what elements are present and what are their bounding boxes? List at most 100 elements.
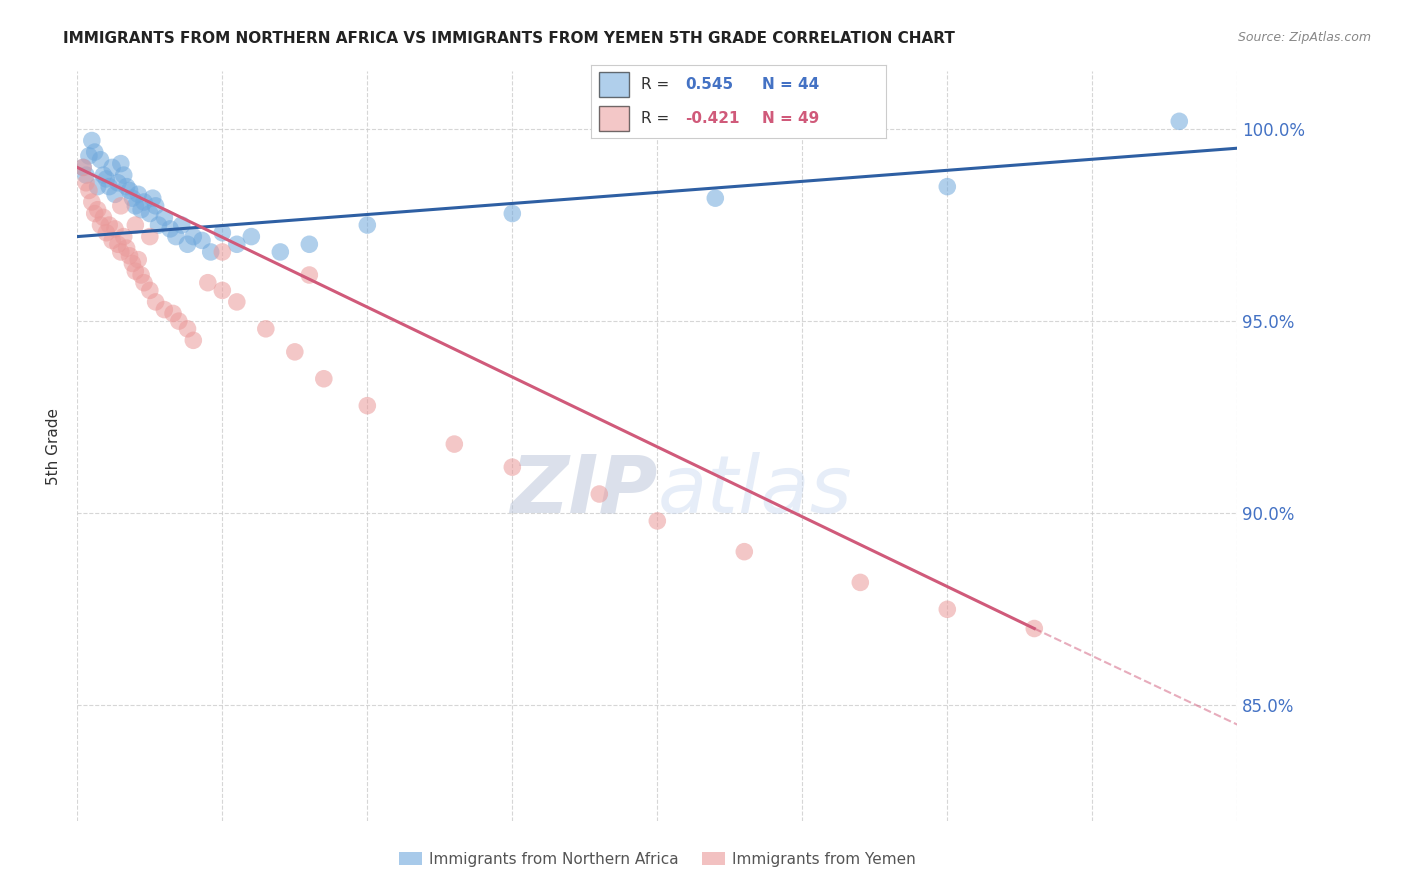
Point bbox=[129, 268, 152, 282]
Point bbox=[936, 602, 959, 616]
Point bbox=[225, 294, 247, 309]
Point bbox=[101, 234, 124, 248]
Point bbox=[80, 194, 103, 209]
Text: ZIP: ZIP bbox=[510, 452, 658, 530]
Point bbox=[72, 161, 94, 175]
Legend: Immigrants from Northern Africa, Immigrants from Yemen: Immigrants from Northern Africa, Immigra… bbox=[392, 846, 922, 873]
Point bbox=[183, 229, 205, 244]
Point bbox=[148, 218, 170, 232]
Point bbox=[197, 276, 219, 290]
Text: Source: ZipAtlas.com: Source: ZipAtlas.com bbox=[1237, 31, 1371, 45]
Text: N = 49: N = 49 bbox=[762, 111, 820, 126]
Point bbox=[112, 229, 135, 244]
Point bbox=[127, 252, 149, 267]
Point bbox=[356, 399, 378, 413]
Point bbox=[356, 218, 378, 232]
Text: atlas: atlas bbox=[658, 452, 852, 530]
Point bbox=[124, 264, 146, 278]
Point bbox=[211, 284, 233, 298]
Point bbox=[139, 229, 162, 244]
Point bbox=[93, 168, 115, 182]
Point bbox=[104, 222, 127, 236]
Point bbox=[124, 218, 146, 232]
Point bbox=[96, 226, 118, 240]
Point bbox=[118, 249, 141, 263]
Point bbox=[159, 222, 181, 236]
Point bbox=[124, 199, 146, 213]
Point bbox=[86, 202, 108, 217]
Point bbox=[83, 145, 105, 159]
Point bbox=[110, 156, 132, 170]
Text: -0.421: -0.421 bbox=[685, 111, 740, 126]
Point bbox=[153, 302, 176, 317]
Point bbox=[176, 322, 198, 336]
Point bbox=[704, 191, 727, 205]
Point bbox=[298, 237, 321, 252]
Point bbox=[298, 268, 321, 282]
Point bbox=[733, 544, 755, 558]
Point bbox=[145, 199, 167, 213]
Point bbox=[107, 237, 129, 252]
Point bbox=[93, 211, 115, 225]
Point bbox=[104, 187, 127, 202]
Point bbox=[96, 172, 118, 186]
Point bbox=[75, 168, 97, 182]
Text: 0.545: 0.545 bbox=[685, 78, 733, 93]
Point bbox=[284, 344, 307, 359]
Point bbox=[75, 176, 97, 190]
Point bbox=[83, 206, 105, 220]
Point bbox=[647, 514, 669, 528]
Point bbox=[101, 161, 124, 175]
Point bbox=[115, 241, 138, 255]
Point bbox=[110, 199, 132, 213]
FancyBboxPatch shape bbox=[599, 72, 628, 97]
Point bbox=[162, 306, 184, 320]
Point bbox=[132, 194, 155, 209]
Point bbox=[112, 168, 135, 182]
Point bbox=[98, 218, 121, 232]
Point bbox=[170, 218, 193, 232]
Point bbox=[1168, 114, 1191, 128]
Point bbox=[240, 229, 263, 244]
Point bbox=[211, 226, 233, 240]
Point bbox=[165, 229, 187, 244]
Point bbox=[501, 206, 523, 220]
Point bbox=[183, 334, 205, 348]
Point bbox=[139, 284, 162, 298]
Point bbox=[200, 244, 222, 259]
Point bbox=[110, 244, 132, 259]
Point bbox=[145, 294, 167, 309]
Point bbox=[132, 276, 155, 290]
Text: R =: R = bbox=[641, 78, 673, 93]
Point bbox=[254, 322, 277, 336]
Text: N = 44: N = 44 bbox=[762, 78, 820, 93]
Point bbox=[139, 206, 162, 220]
Point bbox=[129, 202, 152, 217]
Point bbox=[77, 184, 100, 198]
Point bbox=[167, 314, 190, 328]
Point bbox=[211, 244, 233, 259]
FancyBboxPatch shape bbox=[599, 106, 628, 131]
Point bbox=[588, 487, 610, 501]
Point bbox=[312, 372, 335, 386]
Point bbox=[90, 153, 111, 167]
Text: R =: R = bbox=[641, 111, 673, 126]
Point bbox=[86, 179, 108, 194]
Point bbox=[121, 191, 143, 205]
Point bbox=[501, 460, 523, 475]
Point bbox=[849, 575, 872, 590]
Y-axis label: 5th Grade: 5th Grade bbox=[46, 408, 62, 484]
Point bbox=[118, 184, 141, 198]
Point bbox=[127, 187, 149, 202]
Point bbox=[80, 134, 103, 148]
Point bbox=[153, 211, 176, 225]
Point bbox=[269, 244, 291, 259]
Point bbox=[90, 218, 111, 232]
Point bbox=[98, 179, 121, 194]
Point bbox=[1024, 622, 1046, 636]
Point bbox=[936, 179, 959, 194]
Point bbox=[121, 256, 143, 270]
Point bbox=[443, 437, 465, 451]
Point bbox=[225, 237, 247, 252]
Point bbox=[72, 161, 94, 175]
